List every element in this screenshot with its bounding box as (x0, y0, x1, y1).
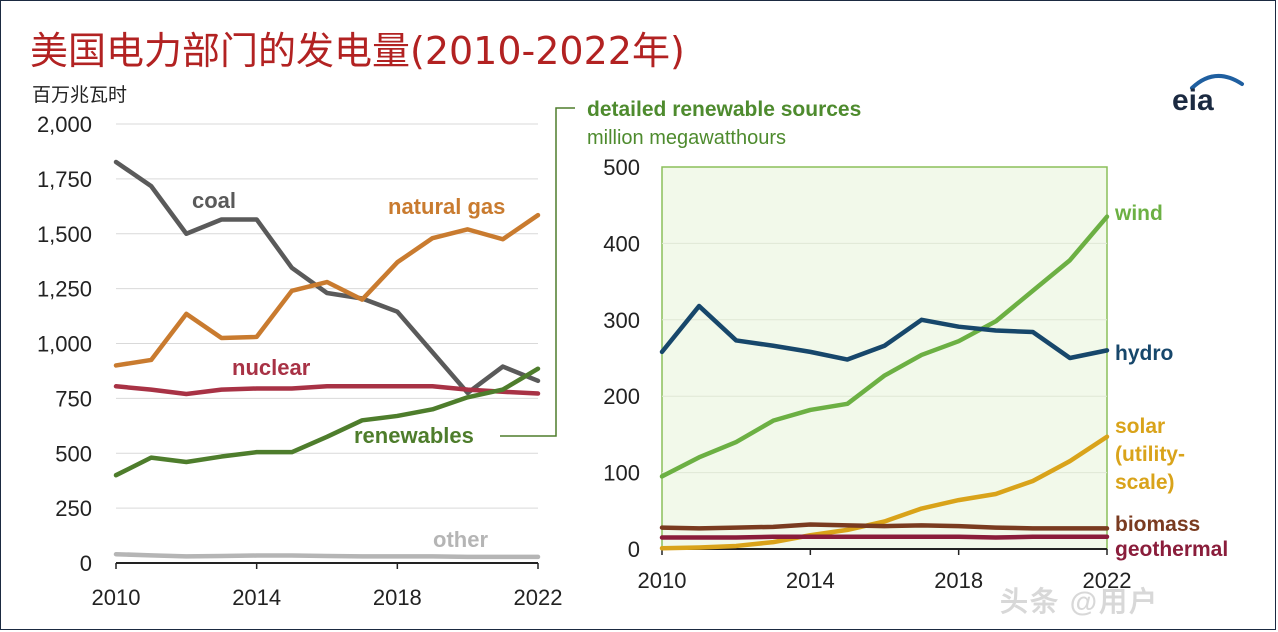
y-axis-unit-label: 百万兆瓦时 (32, 84, 128, 106)
left-y-tick-label: 1,250 (37, 277, 92, 302)
inset-series-line-biomass (659, 522, 1110, 531)
inset-x-tick-label: 2010 (638, 568, 687, 593)
inset-y-tick-label: 100 (603, 461, 640, 486)
left-x-tick-label: 2010 (92, 585, 141, 610)
inset-series-line-geothermal (659, 534, 1110, 540)
inset-y-tick-label: 0 (628, 537, 640, 562)
eia-logo: eia (1172, 74, 1244, 116)
left-series-label-renewables: renewables (354, 423, 474, 448)
eia-logo-text: eia (1172, 84, 1214, 116)
inset-series-line-hydro (659, 303, 1110, 362)
inset-title: detailed renewable sources (587, 98, 861, 121)
inset-series-label-biomass: biomass (1115, 513, 1200, 536)
left-series-line-natural_gas (113, 212, 541, 368)
inset-x-tick-label: 2022 (1083, 568, 1132, 593)
left-series-label-natural_gas: natural gas (388, 194, 505, 219)
inset-series-line-wind (659, 214, 1110, 479)
inset-series-label-solar-line: (utility- (1115, 443, 1185, 466)
left-series-line-other (113, 551, 541, 560)
left-y-tick-label: 1,500 (37, 222, 92, 247)
left-x-tick-label: 2018 (373, 585, 422, 610)
left-series-label-nuclear: nuclear (232, 355, 311, 380)
watermark: 头条 @用户 (1000, 586, 1160, 617)
renewables-connector (500, 107, 575, 437)
left-y-tick-label: 1,000 (37, 332, 92, 357)
left-series-line-nuclear (113, 384, 541, 397)
inset-series-label-solar-line: scale) (1115, 471, 1175, 494)
inset-plot-background (661, 166, 1108, 550)
inset-y-tick-label: 200 (603, 384, 640, 409)
left-y-tick-label: 2,000 (37, 112, 92, 137)
inset-series-label-solar-line: solar (1115, 415, 1165, 438)
left-y-tick-label: 0 (80, 551, 92, 576)
left-series-label-other: other (433, 527, 488, 552)
left-y-tick-label: 1,750 (37, 167, 92, 192)
inset-series-label-wind: wind (1114, 202, 1163, 225)
inset-series-line-solar (659, 434, 1110, 551)
chart-title: 美国电力部门的发电量(2010-2022年) (30, 29, 685, 73)
left-y-tick-label: 250 (55, 496, 92, 521)
inset-series-label-hydro: hydro (1115, 342, 1173, 365)
inset-y-tick-label: 300 (603, 308, 640, 333)
left-x-tick-label: 2014 (232, 585, 281, 610)
inset-unit-label: million megawatthours (587, 127, 786, 149)
left-y-tick-label: 500 (55, 441, 92, 466)
left-series-line-coal (113, 159, 541, 396)
inset-x-tick-label: 2018 (934, 568, 983, 593)
inset-y-tick-label: 400 (603, 231, 640, 256)
left-y-tick-label: 750 (55, 386, 92, 411)
left-series-label-coal: coal (192, 188, 236, 213)
inset-series-label-geothermal: geothermal (1115, 538, 1228, 561)
left-series-line-renewables (113, 366, 541, 478)
inset-x-tick-label: 2014 (786, 568, 835, 593)
inset-y-tick-label: 500 (603, 155, 640, 180)
left-x-tick-label: 2022 (514, 585, 563, 610)
